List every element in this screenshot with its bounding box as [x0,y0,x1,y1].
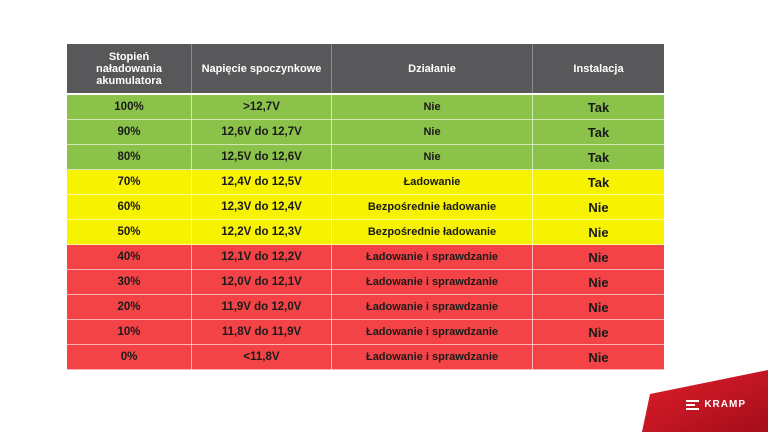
cell-action: Bezpośrednie ładowanie [331,194,533,220]
header-installation: Instalacja [532,44,664,95]
cell-installation: Tak [532,94,664,120]
table-row: 80% 12,5V do 12,6V Nie Tak [67,144,664,170]
cell-charge: 20% [67,294,192,320]
table-row: 20% 11,9V do 12,0V Ładowanie i sprawdzanie… [67,294,664,320]
cell-charge: 0% [67,344,192,370]
cell-action: Ładowanie [331,169,533,195]
header-line: akumulatora [96,74,162,87]
cell-action: Ładowanie i sprawdzanie [331,294,533,320]
cell-charge: 90% [67,119,192,145]
cell-installation: Nie [532,294,664,320]
header-charge-level: Stopień naładowania akumulatora [67,44,192,95]
cell-voltage: 12,6V do 12,7V [191,119,332,145]
kramp-brand-corner: KRAMP [628,370,768,432]
cell-charge: 80% [67,144,192,170]
cell-installation: Nie [532,194,664,220]
cell-voltage: 12,4V do 12,5V [191,169,332,195]
table-row: 70% 12,4V do 12,5V Ładowanie Tak [67,169,664,195]
cell-action: Ładowanie i sprawdzanie [331,319,533,345]
header-line: naładowania [95,62,163,75]
cell-voltage: 12,2V do 12,3V [191,219,332,245]
cell-voltage: 11,9V do 12,0V [191,294,332,320]
cell-charge: 40% [67,244,192,270]
cell-voltage: 12,0V do 12,1V [191,269,332,295]
table-row: 0% <11,8V Ładowanie i sprawdzanie Nie [67,344,664,370]
header-line: Stopień [108,50,150,63]
cell-charge: 60% [67,194,192,220]
cell-action: Nie [331,119,533,145]
header-voltage: Napięcie spoczynkowe [191,44,332,95]
cell-charge: 30% [67,269,192,295]
cell-voltage: >12,7V [191,94,332,120]
cell-installation: Nie [532,344,664,370]
cell-installation: Nie [532,319,664,345]
cell-action: Bezpośrednie ładowanie [331,219,533,245]
cell-voltage: 12,5V do 12,6V [191,144,332,170]
cell-installation: Nie [532,219,664,245]
cell-voltage: <11,8V [191,344,332,370]
cell-installation: Nie [532,244,664,270]
cell-action: Ładowanie i sprawdzanie [331,244,533,270]
table-row: 50% 12,2V do 12,3V Bezpośrednie ładowanie N… [67,219,664,245]
brand-swoosh-shape [642,370,768,432]
cell-installation: Tak [532,144,664,170]
cell-action: Nie [331,94,533,120]
cell-action: Ładowanie i sprawdzanie [331,269,533,295]
table-row: 90% 12,6V do 12,7V Nie Tak [67,119,664,145]
brand-name: KRAMP [704,399,746,410]
kramp-logo: KRAMP [686,399,746,410]
cell-action: Ładowanie i sprawdzanie [331,344,533,370]
cell-charge: 50% [67,219,192,245]
cell-voltage: 11,8V do 11,9V [191,319,332,345]
cell-voltage: 12,3V do 12,4V [191,194,332,220]
cell-installation: Tak [532,119,664,145]
cell-installation: Tak [532,169,664,195]
kramp-logo-icon [686,399,700,410]
cell-charge: 10% [67,319,192,345]
table-header-row: Stopień naładowania akumulatora Napięcie… [67,44,664,95]
table-row: 100% >12,7V Nie Tak [67,94,664,120]
header-action: Działanie [331,44,533,95]
cell-charge: 70% [67,169,192,195]
table-row: 60% 12,3V do 12,4V Bezpośrednie ładowanie N… [67,194,664,220]
cell-installation: Nie [532,269,664,295]
battery-charge-table: Stopień naładowania akumulatora Napięcie… [67,44,664,370]
table-row: 10% 11,8V do 11,9V Ładowanie i sprawdzanie… [67,319,664,345]
cell-action: Nie [331,144,533,170]
cell-charge: 100% [67,94,192,120]
cell-voltage: 12,1V do 12,2V [191,244,332,270]
table-row: 30% 12,0V do 12,1V Ładowanie i sprawdzanie… [67,269,664,295]
table-row: 40% 12,1V do 12,2V Ładowanie i sprawdzanie… [67,244,664,270]
